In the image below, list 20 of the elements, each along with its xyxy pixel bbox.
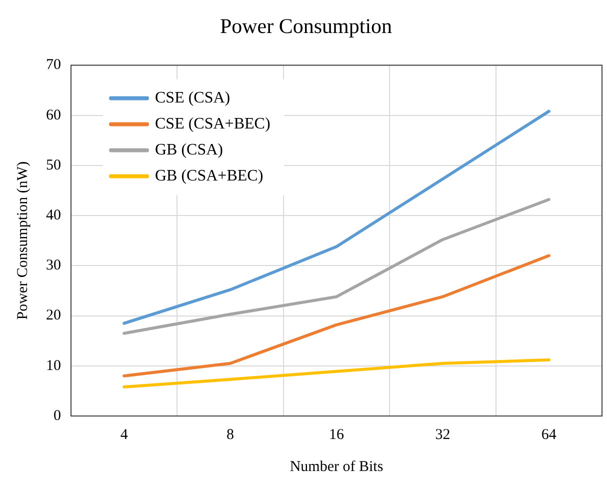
legend-label: CSE (CSA) xyxy=(155,89,230,106)
y-tick-label: 60 xyxy=(46,107,61,124)
legend-label: CSE (CSA+BEC) xyxy=(155,115,270,132)
x-tick-label: 64 xyxy=(541,426,557,443)
y-tick-label: 50 xyxy=(46,157,61,174)
y-tick-label: 40 xyxy=(46,207,61,224)
x-tick-label: 16 xyxy=(329,426,344,443)
y-tick-label: 20 xyxy=(46,308,61,324)
y-axis-title: Power Consumption (nW) xyxy=(14,161,31,320)
y-tick-label: 10 xyxy=(46,358,61,374)
y-tick-label: 70 xyxy=(46,57,61,74)
chart-title: Power Consumption xyxy=(220,14,393,38)
x-tick-label: 4 xyxy=(120,426,128,443)
x-axis-title: Number of Bits xyxy=(290,458,384,475)
legend-label: GB (CSA+BEC) xyxy=(155,167,264,184)
y-tick-label: 0 xyxy=(54,408,61,424)
x-tick-label: 32 xyxy=(435,426,450,443)
legend-label: GB (CSA) xyxy=(155,141,224,158)
y-tick-label: 30 xyxy=(46,258,61,274)
x-tick-label: 8 xyxy=(226,426,234,443)
